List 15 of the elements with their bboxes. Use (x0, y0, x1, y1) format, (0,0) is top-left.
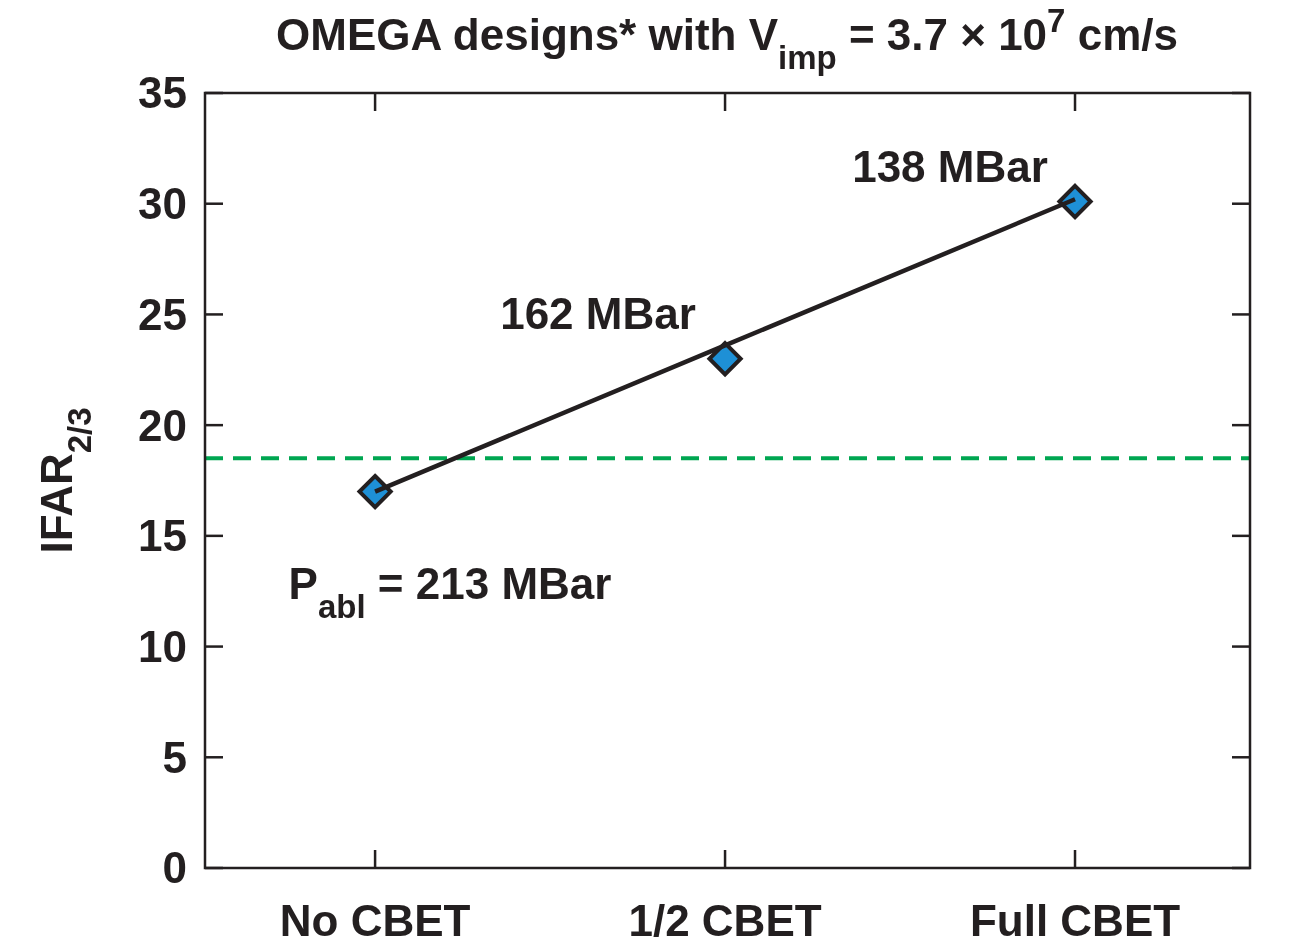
y-tick-label: 15 (138, 511, 187, 561)
y-tick-label: 0 (162, 843, 187, 893)
y-tick-label: 10 (138, 621, 187, 671)
x-tick-label: 1/2 CBET (628, 896, 822, 944)
annotation: P$_{abl}$ = 213 MBar (288, 559, 612, 625)
chart-title: OMEGA designs* with V$_{imp}$ = 3.7 × 10$^{7}$ cm/s (276, 1, 1178, 76)
x-tick-label: Full CBET (969, 896, 1181, 944)
y-tick-label: 35 (138, 68, 187, 118)
y-tick-label: 25 (138, 289, 187, 339)
y-tick-label: 30 (138, 179, 187, 229)
y-tick-label: 20 (138, 400, 187, 450)
x-tick-label: No CBET (279, 896, 471, 944)
annotation: 138 MBar (852, 142, 1048, 192)
annotation: 162 MBar (500, 289, 696, 339)
y-tick-label: 5 (162, 732, 187, 782)
